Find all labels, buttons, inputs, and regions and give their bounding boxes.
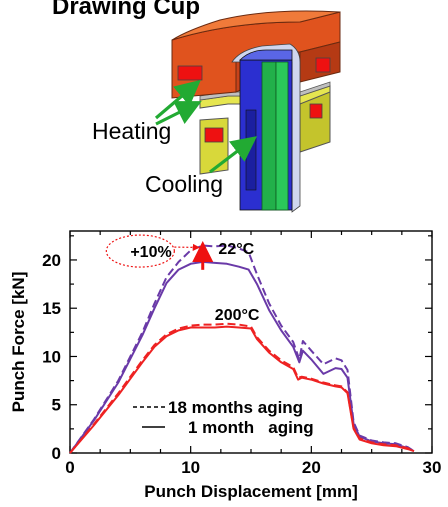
legend-label-dashed: 18 months aging	[168, 398, 303, 417]
x-tick-label: 20	[302, 458, 321, 477]
heating-arrow-lower	[155, 101, 202, 126]
heating-arrow-upper	[154, 79, 201, 120]
legend-label-solid: 1 month aging	[188, 418, 314, 437]
annotation-label: 200°C	[215, 307, 260, 324]
x-axis-label: Punch Displacement [mm]	[144, 482, 358, 501]
y-tick-label: 20	[42, 251, 61, 270]
y-tick-label: 15	[42, 299, 61, 318]
y-tick-label: 5	[52, 396, 61, 415]
y-tick-label: 10	[42, 347, 61, 366]
cooling-arrow	[209, 136, 258, 174]
illustration-title: Drawing Cup	[52, 0, 200, 20]
x-tick-label: 10	[181, 458, 200, 477]
punch	[231, 43, 301, 213]
series-200c-1-month	[69, 325, 415, 454]
y-axis-label: Punch Force [kN]	[9, 272, 28, 413]
cooling-label: Cooling	[145, 171, 223, 197]
y-tick-label: 0	[52, 444, 61, 463]
drawing-cup-illustration: Drawing Cup	[52, 0, 341, 213]
x-tick-label: 30	[423, 458, 442, 477]
annotation-label: +10%	[130, 244, 171, 261]
force-displacement-chart: 0 10 20 30 0 5 10 15 20 Punch Displacement [mm]…	[9, 230, 442, 501]
x-tick-label: 0	[65, 458, 74, 477]
annotation-label: 22°C	[218, 241, 254, 258]
legend: 18 months aging 1 month aging	[133, 398, 314, 437]
increase-ellipse	[105, 234, 175, 268]
